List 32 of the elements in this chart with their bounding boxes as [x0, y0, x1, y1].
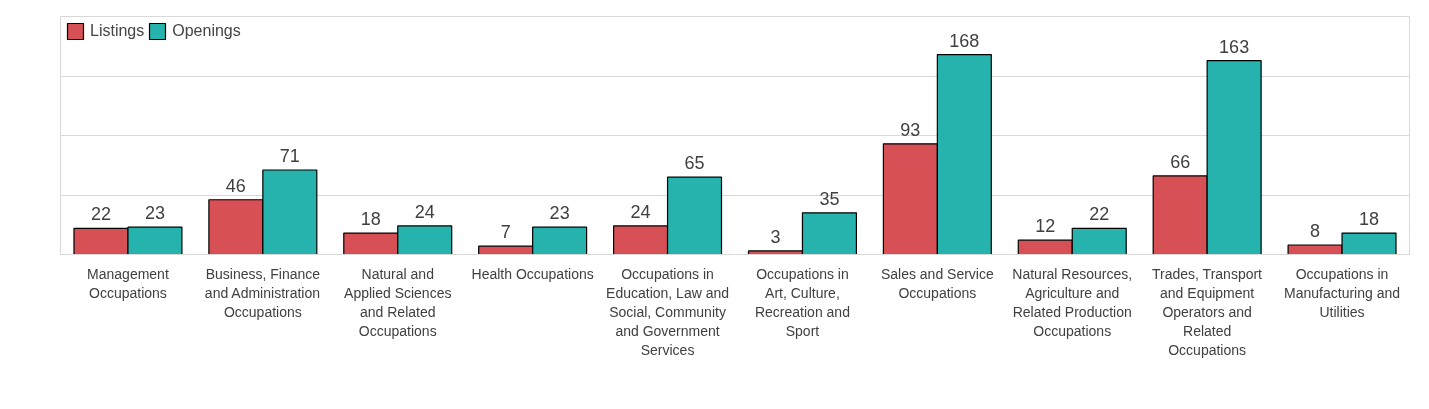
- x-tick-label: Occupations in Manufacturing and Utilities: [1284, 265, 1401, 320]
- x-tick-label: Natural Resources, Agriculture and Related Production Occupations: [1012, 265, 1133, 340]
- data-label: 35: [819, 188, 840, 209]
- data-label: 18: [1359, 209, 1380, 230]
- data-label: 22: [90, 204, 111, 225]
- data-label: 66: [1170, 151, 1191, 172]
- data-label: 23: [144, 203, 165, 224]
- x-tick-label: Sales and Service Occupations: [880, 265, 994, 301]
- data-label: 168: [949, 30, 980, 51]
- x-tick-label: Health Occupations: [471, 265, 594, 282]
- data-label: 22: [1089, 204, 1110, 225]
- legend-label: Openings: [172, 22, 241, 40]
- data-label: 24: [630, 201, 651, 222]
- data-label: 18: [360, 209, 381, 230]
- data-label: 3: [770, 226, 781, 247]
- x-tick-label: Natural and Applied Sciences and Related Occupations: [344, 265, 452, 340]
- data-label: 8: [1310, 220, 1321, 241]
- legend-label: Listings: [90, 22, 145, 40]
- data-label: 93: [900, 119, 921, 140]
- x-tick-label: Business, Finance and Administration Occupations: [204, 265, 321, 320]
- data-label: 71: [279, 146, 300, 167]
- data-label: 24: [414, 201, 435, 222]
- x-tick-label: Trades, Transport and Equipment Operators and Related Occupations: [1152, 265, 1263, 359]
- data-label: 65: [684, 153, 705, 174]
- data-label: 23: [549, 203, 570, 224]
- data-label: 7: [500, 222, 511, 243]
- data-label: 12: [1035, 216, 1056, 237]
- data-label: 163: [1219, 36, 1250, 57]
- x-tick-label: Management Occupations: [87, 265, 169, 301]
- data-label: 46: [225, 175, 246, 196]
- x-tick-label: Occupations in Education, Law and Social, Community and Government Services: [606, 265, 730, 359]
- x-tick-label: Occupations in Art, Culture, Recreation and Sport: [754, 265, 850, 340]
